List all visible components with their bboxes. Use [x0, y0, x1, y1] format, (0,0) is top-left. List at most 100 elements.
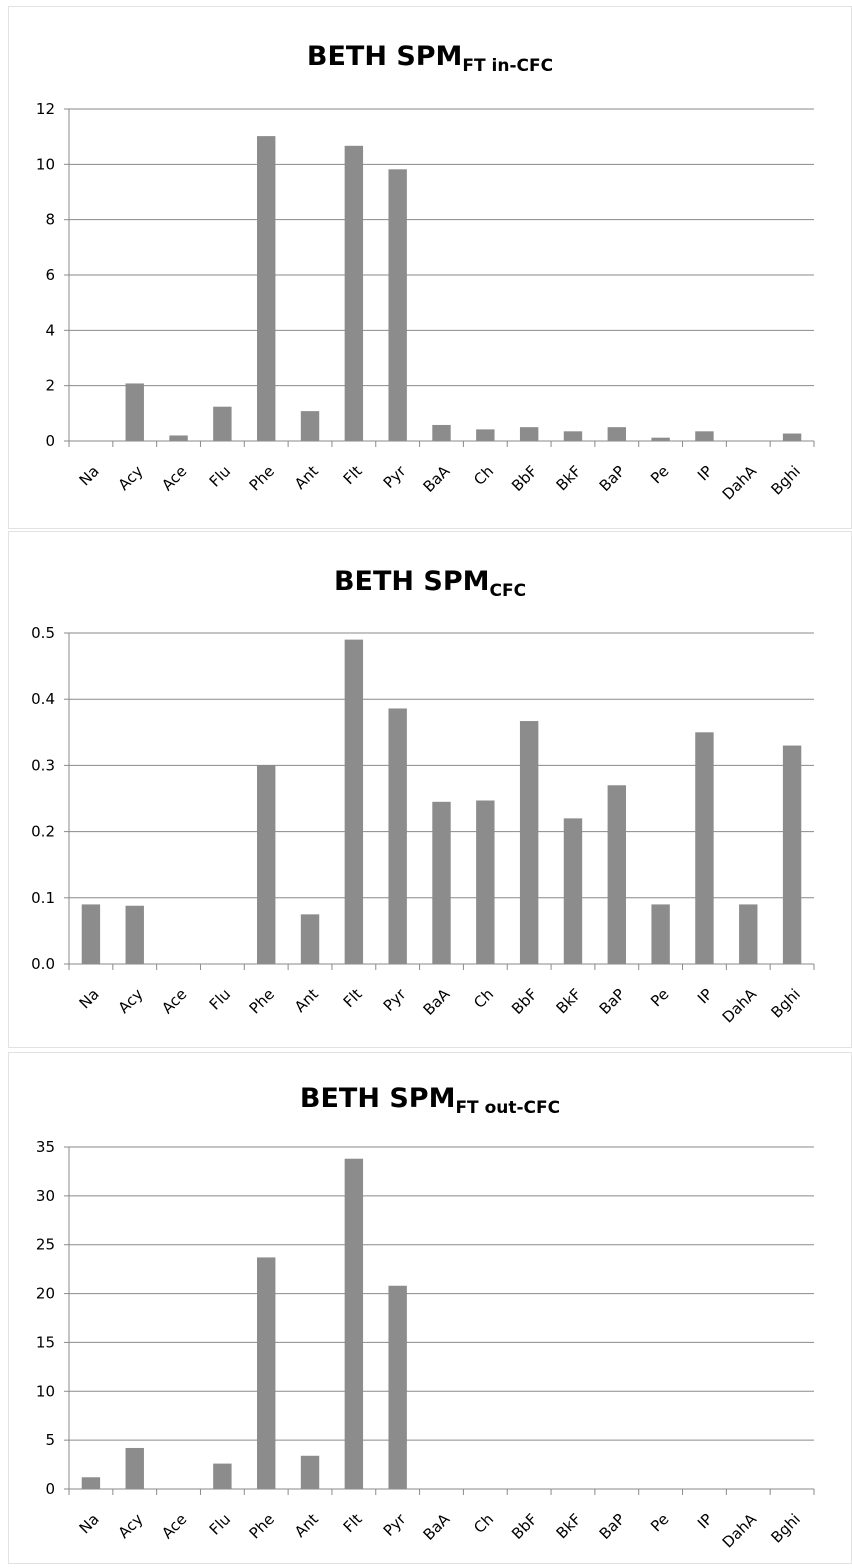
bar-chart-ft-out-cfc: 0 5 10 15 20 25 30 35 Na Acy Ace Flu Phe Ant Flt Pyr BaA… [36, 1138, 815, 1552]
bar-Acy [125, 383, 144, 441]
bar-BaP [607, 427, 626, 441]
bar-Pyr [388, 708, 407, 964]
x-tick-label: Na [76, 985, 103, 1012]
x-tick-label: BaA [420, 462, 454, 496]
bar-Ch [476, 800, 495, 964]
x-tick-label: Pe [647, 985, 672, 1010]
x-tick-label: Ch [470, 985, 497, 1012]
x-tick-label: BkF [553, 462, 585, 494]
x-tick-label: BkF [553, 1510, 585, 1542]
chart-panel-cfc: BETH SPMCFC 0.0 0.1 0.2 0.3 0.4 0.5 Na Acy Ace Fl… [8, 531, 852, 1048]
x-tick-label: Flu [206, 985, 235, 1014]
x-tick-label: Bghi [768, 1510, 804, 1546]
y-tick-label: 10 [36, 155, 55, 173]
chart-panel-ft-in-cfc: BETH SPMFT in-CFC 0 2 4 6 8 10 12 Na Acy Ace Flu Ph… [8, 6, 852, 529]
y-tick-label: 2 [45, 377, 55, 395]
bar-Flu [213, 1463, 232, 1489]
x-tick-label: Na [76, 1510, 103, 1537]
chart-panel-ft-out-cfc: BETH SPMFT out-CFC 0 5 10 15 20 25 30 35 Na Acy Ac… [8, 1052, 852, 1564]
x-tick-label: Ace [158, 462, 190, 494]
bar-Ant [300, 411, 320, 441]
y-tick-label: 6 [45, 266, 55, 284]
x-tick-label: Flt [340, 1510, 366, 1536]
x-tick-label: Flu [206, 462, 235, 491]
y-tick-label: 0.4 [31, 690, 55, 708]
x-tick-label: BbF [508, 1510, 541, 1543]
bar-BaP [607, 785, 626, 964]
bar-Phe [257, 136, 276, 441]
x-tick-label: Pe [647, 462, 672, 487]
chart-title: BETH SPMFT out-CFC [9, 1083, 851, 1118]
bar-Bghi [782, 745, 802, 964]
x-tick-label: Pe [647, 1510, 672, 1535]
bar-Phe [257, 765, 276, 964]
x-tick-label: DahA [719, 1510, 761, 1552]
y-tick-label: 8 [45, 211, 55, 229]
x-tick-label: IP [694, 985, 716, 1007]
bar-BaA [432, 801, 451, 964]
chart-title: BETH SPMCFC [9, 566, 851, 601]
bar-Pe [651, 437, 670, 441]
x-tick-label: BbF [508, 985, 541, 1018]
y-tick-label: 5 [45, 1431, 55, 1449]
bar-Phe [257, 1257, 276, 1489]
y-tick-label: 0.2 [31, 823, 55, 841]
y-tick-label: 12 [36, 100, 55, 118]
bar-Na [81, 904, 101, 964]
bar-Flt [344, 639, 364, 964]
x-tick-label: Ace [158, 1510, 190, 1542]
bar-Ant [300, 1455, 320, 1489]
x-tick-label: Acy [115, 1510, 147, 1542]
x-tick-label: BbF [508, 462, 541, 495]
y-tick-label: 10 [36, 1382, 55, 1400]
chart-title: BETH SPMFT in-CFC [9, 41, 851, 76]
x-tick-label: Flt [340, 985, 366, 1011]
y-tick-label: 35 [36, 1138, 55, 1156]
y-tick-label: 20 [36, 1285, 55, 1303]
chart-title-subscript: FT out-CFC [455, 1098, 561, 1118]
bar-chart-ft-in-cfc: 0 2 4 6 8 10 12 Na Acy Ace Flu Phe Ant Flt Pyr BaA Ch BbF… [36, 100, 815, 503]
bar-Flu [213, 406, 232, 441]
x-tick-label: BaA [420, 985, 454, 1019]
bar-IP [695, 431, 714, 441]
y-tick-label: 25 [36, 1236, 55, 1254]
bar-chart-cfc: 0.0 0.1 0.2 0.3 0.4 0.5 Na Acy Ace Flu Phe Ant Flt Py… [31, 624, 815, 1026]
x-tick-label: BkF [553, 985, 585, 1017]
x-tick-label: Ace [158, 985, 190, 1017]
bar-Pyr [388, 169, 407, 441]
y-tick-label: 4 [45, 321, 55, 339]
x-tick-label: Acy [115, 985, 147, 1017]
bar-Na [81, 1477, 101, 1489]
bar-Ch [476, 429, 495, 441]
y-tick-label: 0 [45, 432, 55, 450]
bar-Flt [344, 1158, 364, 1489]
bar-BkF [563, 818, 583, 964]
x-tick-label: Ch [470, 1510, 497, 1537]
bar-Ant [300, 914, 320, 964]
chart-title-main: BETH SPM [299, 1083, 456, 1114]
y-tick-label: 30 [36, 1187, 55, 1205]
x-tick-label: Ch [470, 462, 497, 489]
bar-IP [695, 732, 714, 964]
x-tick-label: Acy [115, 462, 147, 494]
bar-Acy [125, 905, 144, 964]
bar-DahA [739, 904, 758, 964]
y-tick-label: 0.3 [31, 756, 55, 774]
bar-BbF [519, 427, 539, 441]
y-tick-label: 0 [45, 1480, 55, 1498]
bar-BbF [519, 721, 539, 964]
bar-Ace [169, 435, 188, 441]
bar-BkF [563, 431, 583, 441]
y-tick-label: 0.0 [31, 955, 55, 973]
x-tick-label: Pyr [380, 1510, 410, 1540]
bar-Pyr [388, 1285, 407, 1489]
x-tick-label: Phe [246, 462, 278, 494]
x-tick-label: IP [694, 462, 716, 484]
x-tick-label: Bghi [768, 462, 804, 498]
x-tick-label: BaP [596, 985, 629, 1018]
x-tick-label: Pyr [380, 462, 410, 492]
x-tick-label: Phe [246, 985, 278, 1017]
x-tick-label: Ant [291, 985, 322, 1016]
y-tick-label: 0.5 [31, 624, 55, 642]
x-tick-label: IP [694, 1510, 716, 1532]
